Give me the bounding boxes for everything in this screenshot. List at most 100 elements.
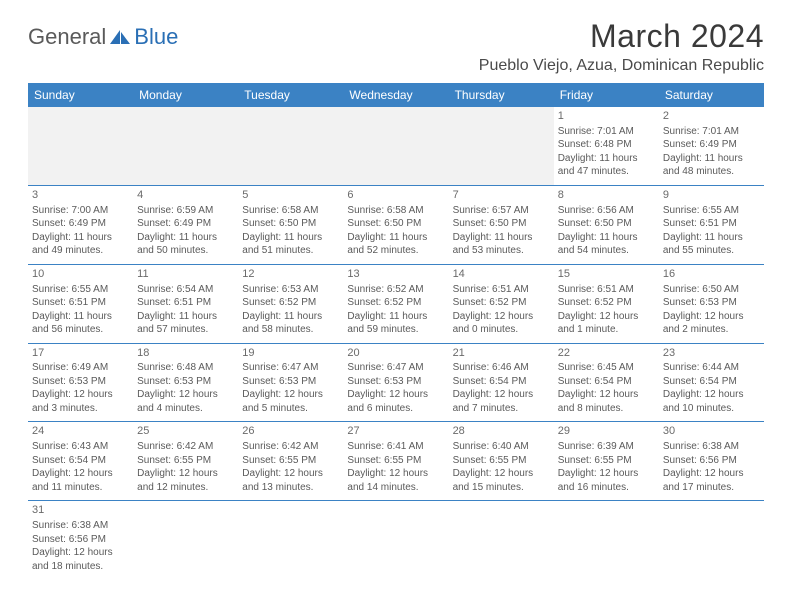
empty-cell [133,501,238,579]
day-number: 17 [32,346,129,361]
daylight-line: Daylight: 11 hours and 50 minutes. [137,231,234,258]
sunrise-line: Sunrise: 6:49 AM [32,361,129,375]
daylight-line: Daylight: 11 hours and 59 minutes. [347,310,444,337]
sunset-line: Sunset: 6:55 PM [347,454,444,468]
calendar-row: 1Sunrise: 7:01 AMSunset: 6:48 PMDaylight… [28,107,764,185]
sunrise-line: Sunrise: 6:38 AM [32,519,129,533]
day-number: 1 [558,109,655,124]
day-number: 18 [137,346,234,361]
sunrise-line: Sunrise: 6:42 AM [242,440,339,454]
sunset-line: Sunset: 6:53 PM [32,375,129,389]
sunrise-line: Sunrise: 6:44 AM [663,361,760,375]
sunrise-line: Sunrise: 6:47 AM [242,361,339,375]
daylight-line: Daylight: 11 hours and 58 minutes. [242,310,339,337]
sunset-line: Sunset: 6:49 PM [32,217,129,231]
sunrise-line: Sunrise: 6:50 AM [663,283,760,297]
day-number: 16 [663,267,760,282]
weekday-header: Wednesday [343,83,448,107]
sunset-line: Sunset: 6:50 PM [242,217,339,231]
daylight-line: Daylight: 12 hours and 6 minutes. [347,388,444,415]
sunrise-line: Sunrise: 6:56 AM [558,204,655,218]
sunset-line: Sunset: 6:55 PM [558,454,655,468]
daylight-line: Daylight: 11 hours and 57 minutes. [137,310,234,337]
sunset-line: Sunset: 6:52 PM [347,296,444,310]
day-cell: 18Sunrise: 6:48 AMSunset: 6:53 PMDayligh… [133,343,238,422]
day-cell: 29Sunrise: 6:39 AMSunset: 6:55 PMDayligh… [554,422,659,501]
day-cell: 19Sunrise: 6:47 AMSunset: 6:53 PMDayligh… [238,343,343,422]
weekday-header: Sunday [28,83,133,107]
day-cell: 24Sunrise: 6:43 AMSunset: 6:54 PMDayligh… [28,422,133,501]
sunset-line: Sunset: 6:52 PM [453,296,550,310]
sunset-line: Sunset: 6:52 PM [558,296,655,310]
daylight-line: Daylight: 11 hours and 54 minutes. [558,231,655,258]
day-number: 12 [242,267,339,282]
daylight-line: Daylight: 11 hours and 47 minutes. [558,152,655,179]
day-number: 6 [347,188,444,203]
weekday-header: Tuesday [238,83,343,107]
day-cell: 2Sunrise: 7:01 AMSunset: 6:49 PMDaylight… [659,107,764,185]
day-cell: 31Sunrise: 6:38 AMSunset: 6:56 PMDayligh… [28,501,133,579]
day-number: 19 [242,346,339,361]
daylight-line: Daylight: 12 hours and 10 minutes. [663,388,760,415]
day-cell: 7Sunrise: 6:57 AMSunset: 6:50 PMDaylight… [449,185,554,264]
sunset-line: Sunset: 6:53 PM [137,375,234,389]
logo-text-blue: Blue [134,24,178,50]
sunset-line: Sunset: 6:54 PM [453,375,550,389]
day-cell: 25Sunrise: 6:42 AMSunset: 6:55 PMDayligh… [133,422,238,501]
day-cell: 1Sunrise: 7:01 AMSunset: 6:48 PMDaylight… [554,107,659,185]
daylight-line: Daylight: 11 hours and 48 minutes. [663,152,760,179]
sunset-line: Sunset: 6:55 PM [137,454,234,468]
sunrise-line: Sunrise: 6:59 AM [137,204,234,218]
sunrise-line: Sunrise: 6:57 AM [453,204,550,218]
empty-cell [238,501,343,579]
daylight-line: Daylight: 12 hours and 11 minutes. [32,467,129,494]
title-block: March 2024 Pueblo Viejo, Azua, Dominican… [479,18,764,75]
month-title: March 2024 [479,18,764,55]
daylight-line: Daylight: 12 hours and 3 minutes. [32,388,129,415]
daylight-line: Daylight: 12 hours and 8 minutes. [558,388,655,415]
empty-cell [449,107,554,185]
location: Pueblo Viejo, Azua, Dominican Republic [479,57,764,75]
day-cell: 6Sunrise: 6:58 AMSunset: 6:50 PMDaylight… [343,185,448,264]
daylight-line: Daylight: 12 hours and 14 minutes. [347,467,444,494]
sunrise-line: Sunrise: 6:38 AM [663,440,760,454]
sunset-line: Sunset: 6:54 PM [663,375,760,389]
empty-cell [554,501,659,579]
sunset-line: Sunset: 6:56 PM [663,454,760,468]
sunrise-line: Sunrise: 7:01 AM [663,125,760,139]
day-number: 7 [453,188,550,203]
sunrise-line: Sunrise: 6:52 AM [347,283,444,297]
empty-cell [343,501,448,579]
day-number: 3 [32,188,129,203]
day-number: 20 [347,346,444,361]
sunrise-line: Sunrise: 6:43 AM [32,440,129,454]
day-number: 13 [347,267,444,282]
day-cell: 13Sunrise: 6:52 AMSunset: 6:52 PMDayligh… [343,264,448,343]
day-cell: 21Sunrise: 6:46 AMSunset: 6:54 PMDayligh… [449,343,554,422]
daylight-line: Daylight: 12 hours and 13 minutes. [242,467,339,494]
sunset-line: Sunset: 6:49 PM [663,138,760,152]
day-number: 27 [347,424,444,439]
sunrise-line: Sunrise: 6:53 AM [242,283,339,297]
sunrise-line: Sunrise: 6:46 AM [453,361,550,375]
daylight-line: Daylight: 12 hours and 12 minutes. [137,467,234,494]
day-cell: 22Sunrise: 6:45 AMSunset: 6:54 PMDayligh… [554,343,659,422]
day-cell: 16Sunrise: 6:50 AMSunset: 6:53 PMDayligh… [659,264,764,343]
weekday-header: Saturday [659,83,764,107]
day-cell: 23Sunrise: 6:44 AMSunset: 6:54 PMDayligh… [659,343,764,422]
daylight-line: Daylight: 12 hours and 2 minutes. [663,310,760,337]
day-cell: 12Sunrise: 6:53 AMSunset: 6:52 PMDayligh… [238,264,343,343]
weekday-header-row: SundayMondayTuesdayWednesdayThursdayFrid… [28,83,764,107]
sunset-line: Sunset: 6:55 PM [453,454,550,468]
sunrise-line: Sunrise: 6:58 AM [242,204,339,218]
day-number: 14 [453,267,550,282]
day-cell: 17Sunrise: 6:49 AMSunset: 6:53 PMDayligh… [28,343,133,422]
sunrise-line: Sunrise: 6:55 AM [663,204,760,218]
day-number: 29 [558,424,655,439]
day-cell: 28Sunrise: 6:40 AMSunset: 6:55 PMDayligh… [449,422,554,501]
sunset-line: Sunset: 6:55 PM [242,454,339,468]
day-cell: 5Sunrise: 6:58 AMSunset: 6:50 PMDaylight… [238,185,343,264]
empty-cell [238,107,343,185]
daylight-line: Daylight: 11 hours and 52 minutes. [347,231,444,258]
daylight-line: Daylight: 12 hours and 17 minutes. [663,467,760,494]
